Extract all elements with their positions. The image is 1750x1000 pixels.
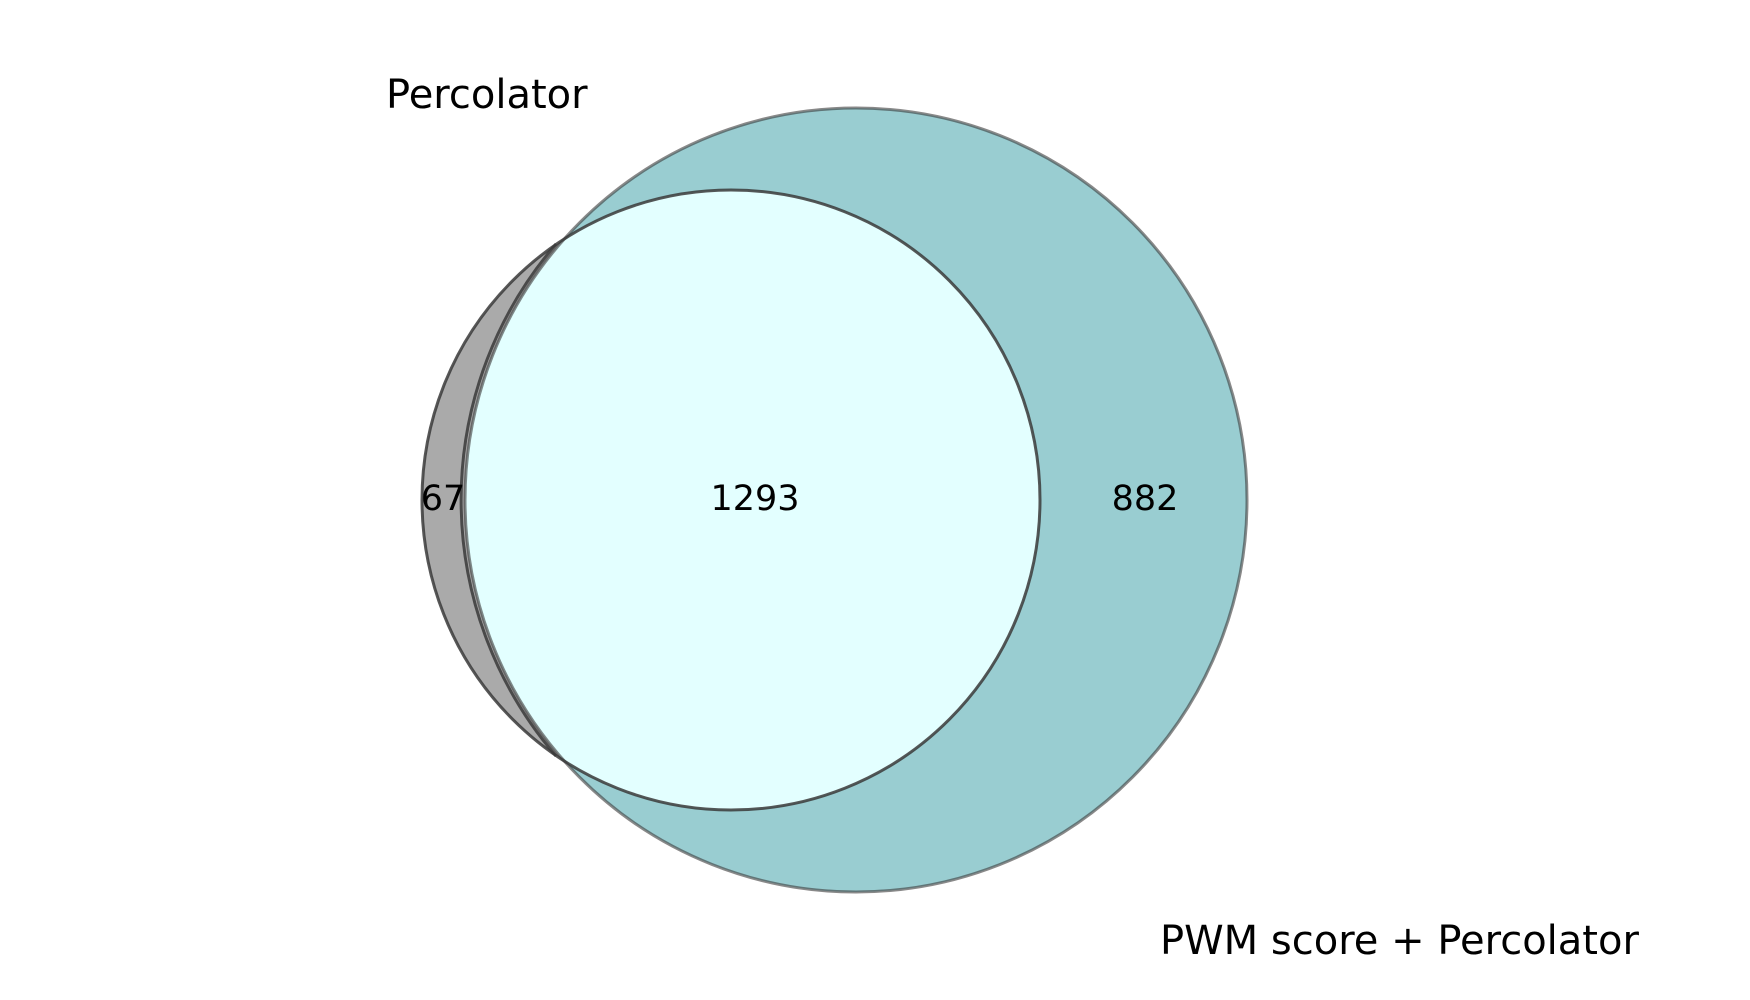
set-b-outline: [463, 106, 1249, 894]
set-a-outline: [420, 188, 1042, 812]
set-b-label: PWM score + Percolator: [1160, 918, 1639, 964]
intersection-region: [465, 190, 1040, 810]
intersection-count: 1293: [710, 479, 799, 519]
only-b-count: 882: [1112, 479, 1179, 519]
set-b-inner-edge: [459, 243, 558, 757]
only-a-count: 67: [421, 479, 466, 519]
set-a-label: Percolator: [386, 72, 588, 118]
